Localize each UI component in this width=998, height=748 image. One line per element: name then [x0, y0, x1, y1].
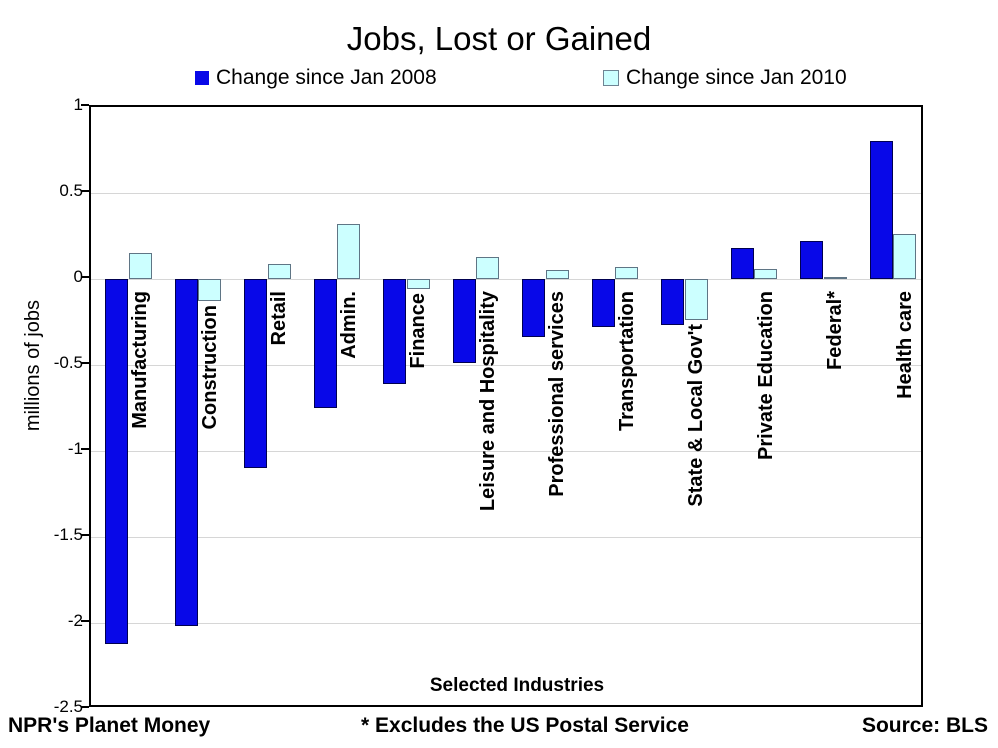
- y-tick-mark: [81, 448, 89, 450]
- bar-2008-transportation: [592, 279, 615, 327]
- bar-2010-transportation: [615, 267, 638, 279]
- footer-source: Source: BLS: [861, 714, 988, 737]
- bar-2010-health-care: [893, 234, 916, 279]
- y-tick-mark: [81, 362, 89, 364]
- y-tick-mark: [81, 276, 89, 278]
- y-tick-mark: [81, 706, 89, 708]
- y-tick-label: -2.5: [53, 697, 83, 716]
- category-label-finance: Finance: [407, 293, 429, 369]
- bar-2008-leisure-and-hospitality: [453, 279, 476, 363]
- category-label-leisure-and-hospitality: Leisure and Hospitality: [477, 291, 499, 512]
- bar-2008-health-care: [870, 141, 893, 279]
- category-label-health-care: Health care: [894, 291, 916, 399]
- bar-2008-manufacturing: [105, 279, 128, 644]
- y-tick-label: -1: [67, 439, 83, 458]
- y-tick-label: 0: [73, 267, 83, 286]
- y-tick-label: -1.5: [53, 525, 83, 544]
- bar-2008-admin-: [314, 279, 337, 408]
- bar-2010-construction: [198, 279, 221, 301]
- gridline: [91, 365, 921, 366]
- chart-title: Jobs, Lost or Gained: [346, 20, 652, 57]
- bar-2010-admin-: [337, 224, 360, 279]
- bar-2008-construction: [175, 279, 198, 626]
- gridline: [91, 537, 921, 538]
- plot-area: Selected Industries Manufacturing Constru…: [89, 105, 923, 707]
- legend-label-2010: Change since Jan 2010: [626, 66, 847, 89]
- gridline: [91, 193, 921, 194]
- category-label-private-education: Private Education: [755, 291, 777, 460]
- bar-2010-retail: [268, 264, 291, 279]
- legend-label-2008: Change since Jan 2008: [216, 66, 437, 89]
- category-label-professional-services: Professional services: [546, 291, 568, 497]
- category-label-admin-: Admin.: [338, 291, 360, 359]
- bar-2010-professional-services: [546, 270, 569, 279]
- bar-2008-finance: [383, 279, 406, 384]
- gridline: [91, 451, 921, 452]
- gridline: [91, 279, 921, 280]
- legend-item-2008: Change since Jan 2008: [195, 66, 437, 90]
- bar-2008-federal-: [800, 241, 823, 279]
- bar-2010-state-local-gov-t: [685, 279, 708, 320]
- gridline: [91, 623, 921, 624]
- bar-2010-federal-: [824, 277, 847, 279]
- bar-2010-private-education: [754, 269, 777, 279]
- category-label-transportation: Transportation: [616, 291, 638, 432]
- category-label-retail: Retail: [268, 291, 290, 346]
- bar-2010-manufacturing: [129, 253, 152, 279]
- y-tick-mark: [81, 190, 89, 192]
- y-tick-label: -0.5: [53, 353, 83, 372]
- bar-2008-professional-services: [522, 279, 545, 337]
- bar-2008-retail: [244, 279, 267, 468]
- y-tick-mark: [81, 620, 89, 622]
- y-tick-label: 1: [73, 95, 83, 114]
- bar-2008-state-local-gov-t: [661, 279, 684, 325]
- y-tick-mark: [81, 104, 89, 106]
- category-label-federal-: Federal*: [824, 291, 846, 370]
- footer-note: * Excludes the US Postal Service: [361, 714, 689, 737]
- category-label-construction: Construction: [199, 305, 221, 430]
- category-label-manufacturing: Manufacturing: [129, 291, 151, 429]
- legend-item-2010: Change since Jan 2010: [603, 66, 847, 90]
- y-tick-label: -2: [67, 611, 83, 630]
- bar-2010-finance: [407, 279, 430, 289]
- legend-swatch-2008-icon: [195, 71, 209, 85]
- x-axis-title: Selected Industries: [429, 675, 605, 696]
- bar-2010-leisure-and-hospitality: [476, 257, 499, 279]
- footer-credit: NPR's Planet Money: [8, 714, 211, 737]
- legend-swatch-2010-icon: [603, 70, 619, 86]
- bar-2008-private-education: [731, 248, 754, 279]
- y-tick-mark: [81, 534, 89, 536]
- y-tick-label: 0.5: [59, 181, 83, 200]
- category-label-state-local-gov-t: State & Local Gov't: [685, 324, 707, 507]
